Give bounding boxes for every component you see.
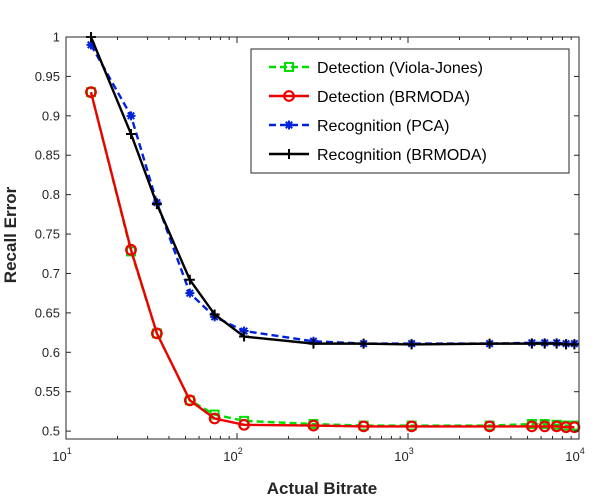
data-point	[208, 412, 221, 425]
data-point	[484, 338, 495, 349]
data-point	[357, 420, 370, 433]
series-1	[85, 86, 581, 434]
data-point	[483, 420, 496, 433]
axes-box	[65, 36, 580, 440]
data-point	[560, 421, 572, 434]
data-point	[239, 331, 250, 342]
legend-marker	[283, 90, 295, 102]
data-point	[308, 338, 319, 349]
data-point	[307, 419, 320, 432]
x-tick-label: 103	[394, 446, 413, 464]
legend-label: Detection (Viola-Jones)	[317, 60, 483, 77]
x-tick-label: 104	[565, 446, 584, 464]
legend-item-2: Recognition (PCA)	[269, 118, 450, 135]
data-point	[405, 420, 418, 433]
legend-marker	[284, 120, 294, 130]
y-tick-label: 0.7	[42, 266, 60, 281]
legend-label: Recognition (PCA)	[317, 118, 450, 135]
axes-layer: 0.5 0.55 0.6 0.65 0.7 0.75 0.8 0.85 0.9 0.95 1 101 1…	[35, 30, 585, 465]
legend-marker	[284, 149, 294, 159]
data-point	[406, 339, 417, 350]
data-point	[86, 40, 96, 50]
legend-label: Detection (BRMODA)	[317, 89, 470, 106]
data-point	[539, 338, 550, 349]
data-point	[551, 338, 562, 349]
data-point	[525, 420, 538, 433]
y-tick-label: 0.85	[35, 148, 60, 163]
legend: Detection (Viola-Jones) Detection (BRMODA…	[250, 48, 570, 174]
y-tick-label: 0.9	[42, 108, 60, 123]
data-point	[561, 339, 572, 350]
legend-box	[250, 48, 570, 174]
y-axis-title: Recall Error	[1, 186, 20, 283]
data-point	[125, 243, 137, 256]
data-point	[150, 327, 163, 340]
x-tick-label: 102	[223, 446, 242, 464]
data-point	[209, 309, 220, 320]
y-tick-label: 0.65	[35, 305, 60, 320]
y-tick-label: 0.5	[42, 424, 60, 439]
x-axis-title: Actual Bitrate	[267, 479, 378, 498]
y-tick-label: 0.6	[42, 345, 60, 360]
data-point	[126, 111, 136, 121]
data-point	[85, 86, 97, 99]
data-point	[526, 338, 537, 349]
data-point	[183, 394, 196, 407]
data-point	[126, 128, 137, 139]
data-point	[358, 338, 369, 349]
data-point	[569, 339, 580, 350]
legend-marker	[284, 62, 294, 72]
y-tick-label: 0.95	[35, 69, 60, 84]
data-point	[185, 288, 195, 298]
x-tick-label: 101	[52, 446, 71, 464]
legend-label: Recognition (BRMODA)	[317, 147, 487, 164]
y-tick-label: 1	[53, 30, 60, 45]
legend-item-0: Detection (Viola-Jones)	[269, 60, 483, 77]
y-tick-label: 0.75	[35, 227, 60, 242]
data-point	[151, 199, 162, 210]
legend-item-3: Recognition (BRMODA)	[269, 147, 487, 164]
data-point	[238, 418, 250, 431]
y-tick-label: 0.55	[35, 384, 60, 399]
series-layer	[85, 32, 581, 434]
data-point	[239, 326, 249, 336]
legend-item-1: Detection (BRMODA)	[269, 89, 470, 106]
data-point	[184, 274, 195, 285]
data-point	[538, 420, 551, 433]
y-tick-label: 0.8	[42, 187, 60, 202]
